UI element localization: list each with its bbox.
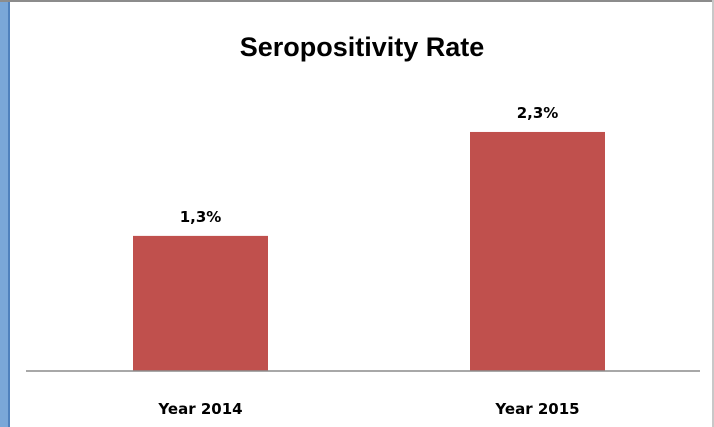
bar-year-2015 bbox=[470, 131, 605, 371]
labels-group: 1,3% Year 2014 2,3% Year 2015 bbox=[157, 104, 579, 418]
bar-year-2014 bbox=[133, 235, 268, 371]
chart-title: Seropositivity Rate bbox=[240, 32, 485, 62]
bars-group bbox=[133, 131, 605, 371]
data-label-year-2015: 2,3% bbox=[517, 104, 559, 122]
data-label-year-2014: 1,3% bbox=[180, 208, 222, 226]
window-left-edge bbox=[0, 0, 8, 427]
category-label-year-2015: Year 2015 bbox=[494, 400, 579, 418]
window-top-edge bbox=[0, 0, 714, 2]
window-right-edge bbox=[712, 0, 714, 427]
window-left-edge-line bbox=[8, 0, 10, 427]
category-label-year-2014: Year 2014 bbox=[157, 400, 242, 418]
